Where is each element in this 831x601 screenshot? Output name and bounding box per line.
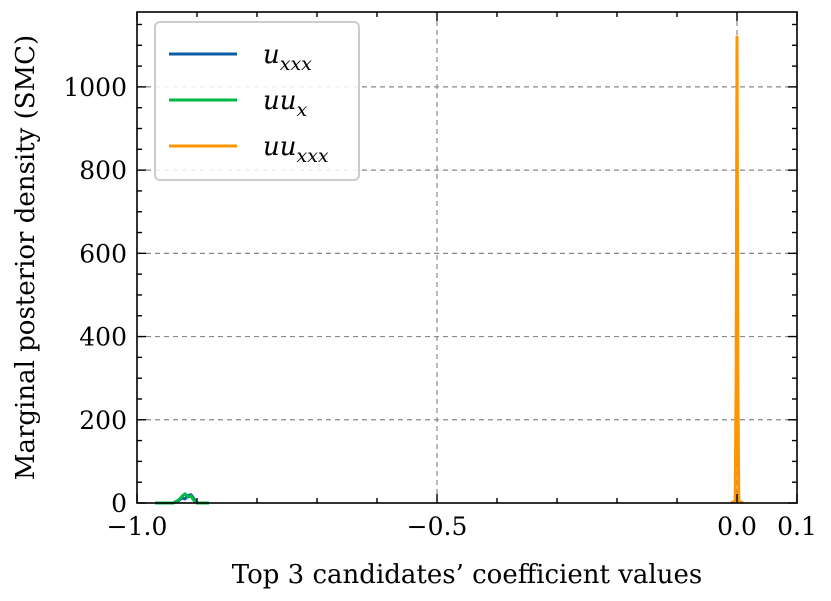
y-tick-label: 400 <box>79 323 127 352</box>
series-layer <box>155 35 744 505</box>
legend-label-u_xxx: uxxx <box>263 40 312 75</box>
series-line-uu_xxx <box>730 35 744 505</box>
legend-label-uu_xxx: uuxxx <box>263 132 329 167</box>
legend-label-subscript: x <box>297 99 308 121</box>
legend-label-base: u <box>263 40 280 70</box>
plot-frame <box>136 11 798 504</box>
x-tick-label: −0.5 <box>407 512 468 541</box>
x-tick-label: −1.0 <box>107 512 168 541</box>
series-line-uu_x <box>155 492 209 505</box>
tick-layer <box>136 12 798 504</box>
legend-box <box>154 21 360 181</box>
legend-label-uu_x: uux <box>263 86 308 121</box>
y-axis-title: Marginal posterior density (SMC) <box>11 35 41 480</box>
x-tick-label: 0.0 <box>717 512 757 541</box>
legend-label-subscript: xxx <box>297 145 329 167</box>
x-axis-title: Top 3 candidates’ coefficient values <box>232 560 702 590</box>
x-tick-label: 0.1 <box>777 512 817 541</box>
y-tick-label: 1000 <box>63 73 127 102</box>
y-tick-label: 200 <box>79 406 127 435</box>
legend-label-base: uu <box>263 132 297 162</box>
legend-label-base: uu <box>263 86 297 116</box>
y-tick-label: 800 <box>79 156 127 185</box>
y-tick-label: 600 <box>79 239 127 268</box>
y-tick-label: 0 <box>111 489 127 518</box>
tick-label-layer: −1.0 −0.5 0.0 0.1 0 200 400 600 800 1000 <box>63 73 817 541</box>
legend-label-subscript: xxx <box>280 53 312 75</box>
